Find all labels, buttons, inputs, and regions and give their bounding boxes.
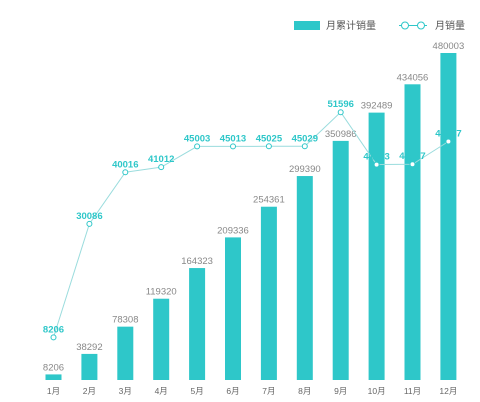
bar-12 <box>440 53 457 380</box>
bar-value-label: 78308 <box>112 315 138 326</box>
line-value-label: 41567 <box>399 151 425 162</box>
legend-line-marker-end <box>417 21 425 30</box>
legend-line-label: 月销量 <box>435 19 465 32</box>
line-point-11 <box>409 161 416 168</box>
bar-value-label: 350986 <box>325 129 357 140</box>
x-tick-label: 4月 <box>155 386 168 396</box>
bar-value-label: 119320 <box>146 287 177 298</box>
bar-10 <box>368 112 385 381</box>
legend-line-marker <box>401 21 409 30</box>
line-value-label: 41503 <box>363 152 389 163</box>
line-series <box>50 109 452 341</box>
line-point-8 <box>301 143 308 150</box>
line-value-label: 51596 <box>327 99 353 110</box>
line-point-5 <box>194 143 201 150</box>
x-tick-label: 12月 <box>439 386 457 396</box>
line-point-2 <box>86 220 93 227</box>
bar-value-label: 480003 <box>433 41 465 52</box>
line-value-label: 45003 <box>184 133 210 144</box>
line-point-6 <box>230 143 236 150</box>
x-tick-label: 2月 <box>83 386 96 396</box>
line-point-3 <box>122 169 129 176</box>
x-tick-label: 3月 <box>119 386 132 396</box>
line-value-label: 8206 <box>43 324 64 335</box>
line-point-1 <box>50 334 57 341</box>
bar-value-label: 392489 <box>361 101 393 112</box>
bar-labels: 8206 38292 78308 119320 164323 209336 254361 29… <box>43 41 464 373</box>
legend-bar-swatch <box>294 21 320 30</box>
bar-value-label: 164323 <box>181 256 213 267</box>
bar-8 <box>296 176 313 380</box>
bar-value-label: 38292 <box>76 342 102 353</box>
bar-6 <box>225 237 241 380</box>
x-tick-label: 9月 <box>334 386 347 396</box>
line-value-label: 30086 <box>76 211 102 222</box>
bar-2 <box>81 353 98 380</box>
x-tick-label: 7月 <box>262 386 275 396</box>
legend: 月累计销量 月销量 <box>294 19 465 32</box>
bar-11 <box>404 84 421 380</box>
line-point-9 <box>337 109 344 116</box>
bar-1 <box>45 374 62 380</box>
x-tick-label: 6月 <box>226 386 239 396</box>
x-tick-label: 10月 <box>368 386 386 396</box>
x-tick-label: 5月 <box>190 386 203 396</box>
line-value-label: 41012 <box>148 154 174 165</box>
x-tick-label: 8月 <box>298 386 311 396</box>
bar-series <box>45 53 457 381</box>
bar-9 <box>332 140 349 380</box>
x-axis-ticks: 1月 2月 3月 4月 5月 6月 7月 8月 9月 10月 11月 12月 <box>47 386 458 396</box>
monthly-sales-line <box>53 111 449 338</box>
bar-7 <box>260 206 277 380</box>
line-point-4 <box>158 164 165 171</box>
line-point-10 <box>373 161 380 168</box>
line-value-label: 45013 <box>220 133 246 144</box>
line-value-label: 45025 <box>256 133 283 144</box>
bar-value-label: 434056 <box>397 72 429 83</box>
line-point-7 <box>265 143 272 150</box>
line-value-label: 45947 <box>435 129 461 140</box>
x-tick-label: 1月 <box>47 386 60 396</box>
bar-value-label: 209336 <box>217 225 249 236</box>
line-labels: 8206 30086 40016 41012 45003 45013 45025 45029 5… <box>43 99 462 335</box>
line-point-12 <box>445 138 452 145</box>
bar-value-label: 8206 <box>43 362 64 373</box>
line-value-label: 45029 <box>292 133 318 144</box>
line-value-label: 40016 <box>112 159 138 170</box>
x-tick-label: 11月 <box>404 386 421 396</box>
legend-bar-label: 月累计销量 <box>326 19 376 32</box>
bar-value-label: 254361 <box>253 195 285 206</box>
bar-3 <box>117 326 134 380</box>
bar-value-label: 299390 <box>289 164 321 175</box>
bar-4 <box>153 298 170 380</box>
bar-5 <box>189 268 206 380</box>
